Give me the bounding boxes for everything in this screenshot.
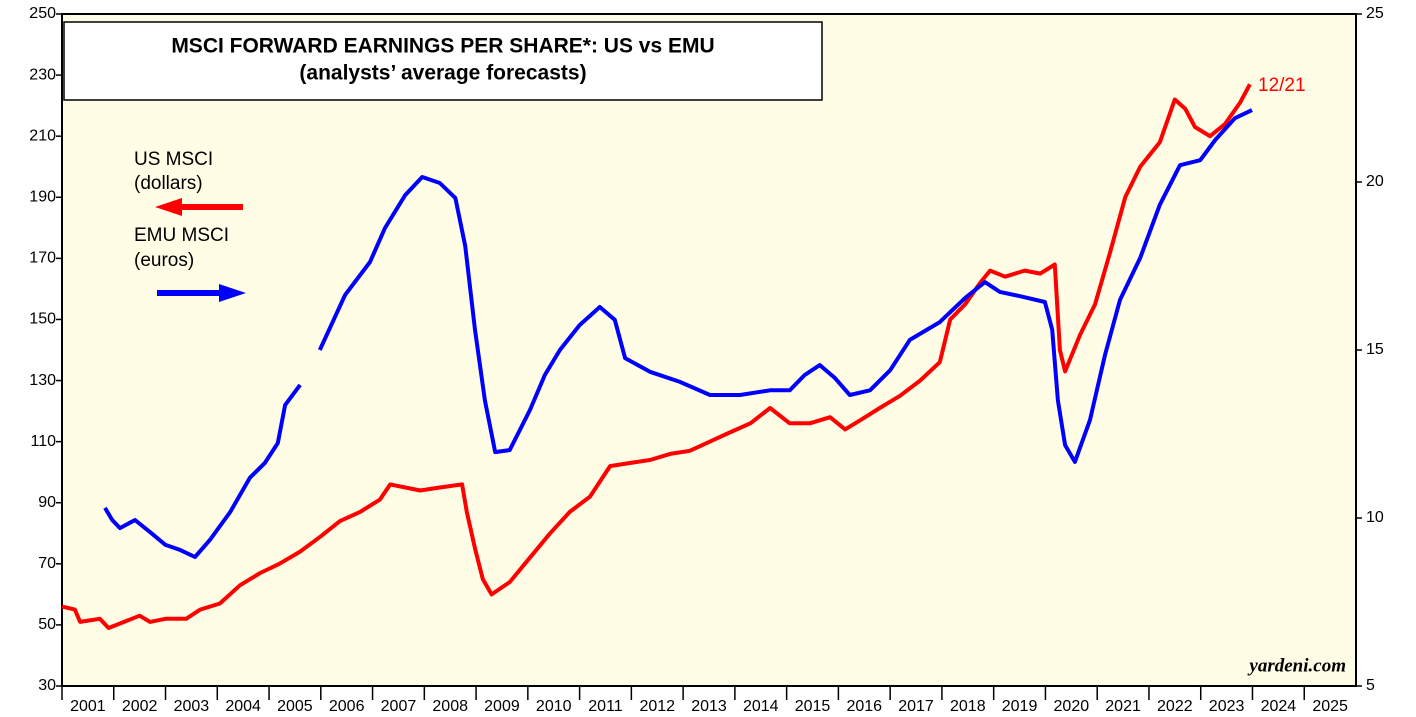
series-line (61, 83, 1252, 630)
x-tick-label: 2018 (950, 698, 986, 715)
x-tick-label: 2007 (381, 698, 417, 715)
y-tick-label: 210 (29, 127, 56, 144)
legend-arrow-us (155, 198, 243, 216)
y-tick-label: 250 (29, 5, 56, 22)
y2-tick-label: 15 (1366, 341, 1384, 358)
plot-area (61, 13, 1357, 687)
x-tick-label: 2010 (536, 698, 572, 715)
y2-tick-label: 20 (1366, 173, 1384, 190)
x-tick-label: 2021 (1105, 698, 1141, 715)
x-tick-label: 2011 (588, 698, 623, 715)
x-tick-label: 2008 (432, 698, 468, 715)
y-tick-label: 30 (38, 677, 56, 694)
x-tick-label: 2017 (898, 698, 934, 715)
x-tick-label: 2012 (639, 698, 675, 715)
y-tick-label: 110 (30, 433, 56, 450)
x-tick-label: 2019 (1002, 698, 1038, 715)
y-tick-label: 150 (29, 311, 56, 328)
y-tick-label: 130 (29, 372, 56, 389)
x-tick-label: 2009 (484, 698, 520, 715)
y-tick-label: 70 (38, 555, 56, 572)
legend-arrow-emu (157, 284, 246, 302)
x-tick-label: 2013 (691, 698, 727, 715)
x-tick-label: 2014 (743, 698, 779, 715)
x-tick-label: 2022 (1157, 698, 1193, 715)
y-tick-label: 170 (29, 250, 56, 267)
x-tick-label: 2004 (225, 698, 261, 715)
x-tick-label: 2005 (277, 698, 313, 715)
x-tick-label: 2002 (122, 698, 158, 715)
annotation: 12/21 (1258, 75, 1306, 96)
x-tick-label: 2015 (795, 698, 831, 715)
y2-tick-label: 25 (1366, 5, 1384, 22)
chart-subtitle: (analysts’ average forecasts) (299, 62, 586, 85)
y-tick-label: 190 (29, 188, 56, 205)
y2-tick-label: 5 (1366, 677, 1375, 694)
x-tick-label: 2016 (846, 698, 882, 715)
legend-unit: (dollars) (134, 173, 203, 194)
series-line (103, 108, 1253, 559)
x-tick-label: 2003 (174, 698, 210, 715)
title-box (63, 21, 823, 101)
x-tick-label: 2001 (70, 698, 106, 715)
watermark: yardeni.com (1247, 655, 1346, 676)
y-tick-label: 90 (38, 494, 56, 511)
x-tick-label: 2020 (1054, 698, 1090, 715)
x-tick-label: 2024 (1261, 698, 1297, 715)
y-tick-label: 230 (29, 66, 56, 83)
y2-tick-label: 10 (1366, 509, 1384, 526)
x-tick-label: 2025 (1312, 698, 1348, 715)
legend-label: EMU MSCI (134, 225, 229, 246)
legend-unit: (euros) (134, 250, 194, 271)
x-tick-label: 2023 (1209, 698, 1245, 715)
chart-title: MSCI FORWARD EARNINGS PER SHARE*: US vs … (171, 35, 714, 58)
y-tick-label: 50 (38, 616, 56, 633)
legend-label: US MSCI (134, 149, 213, 170)
x-tick-label: 2006 (329, 698, 365, 715)
